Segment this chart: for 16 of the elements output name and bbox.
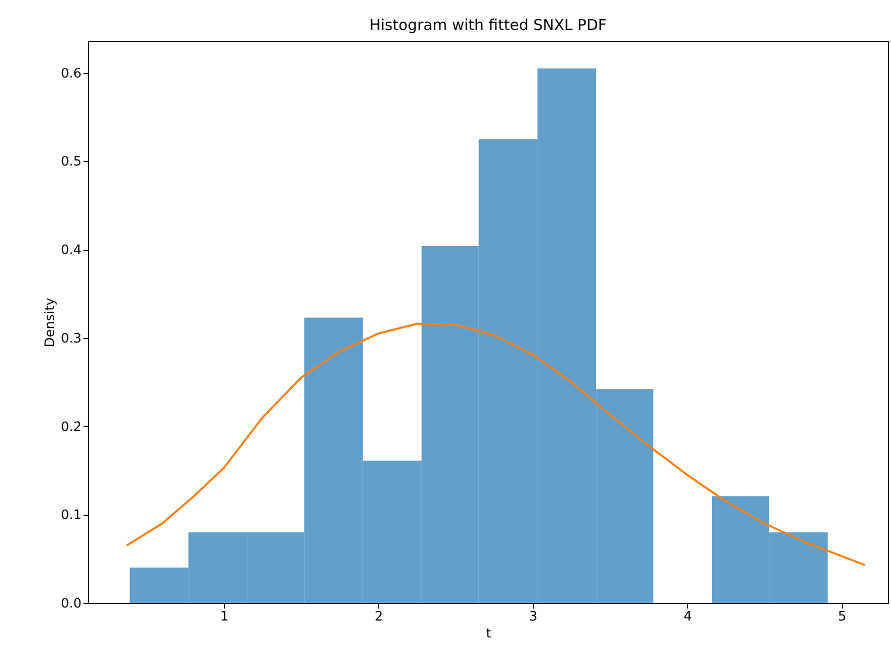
y-axis-title: Density (42, 297, 58, 348)
y-tick-label: 0.0 (60, 596, 82, 612)
y-tick-label: 0.5 (60, 154, 82, 170)
x-tick-label: 1 (220, 610, 229, 624)
x-tick-label: 5 (838, 610, 846, 624)
chart-title: Histogram with fitted SNXL PDF (369, 16, 607, 34)
x-tick-label: 4 (684, 610, 692, 624)
line-series (126, 322, 866, 566)
x-tick-label: 2 (374, 610, 383, 624)
y-tick-label: 0.3 (60, 331, 82, 346)
y-tick-label: 0.4 (60, 243, 82, 258)
x-axis-title: t (486, 626, 492, 642)
y-tick-label: 0.6 (60, 66, 82, 82)
y-tick-label: 0.2 (60, 420, 82, 435)
y-tick-label: 0.1 (60, 508, 82, 524)
x-tick-label: 3 (529, 610, 538, 624)
